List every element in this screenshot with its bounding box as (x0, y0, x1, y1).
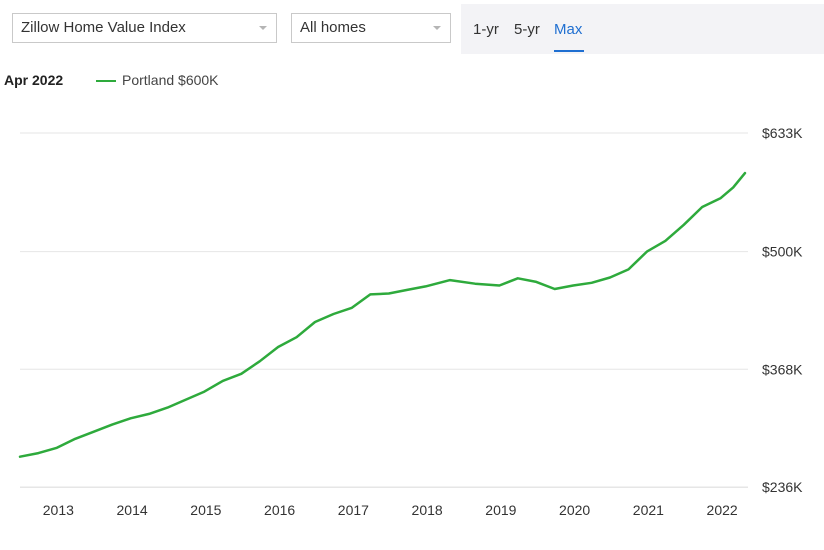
chevron-down-icon (433, 26, 441, 30)
home-type-select-value: All homes (300, 19, 366, 36)
x-tick-label: 2014 (117, 502, 148, 518)
y-tick-label: $500K (762, 244, 803, 260)
x-tick-label: 2021 (633, 502, 664, 518)
tab-1-yr[interactable]: 1-yr (473, 21, 499, 38)
metric-select[interactable]: Zillow Home Value Index (12, 13, 277, 43)
chevron-down-icon (259, 26, 267, 30)
home-type-select[interactable]: All homes (291, 13, 451, 43)
x-tick-label: 2016 (264, 502, 295, 518)
x-tick-label: 2018 (412, 502, 443, 518)
x-tick-label: 2013 (43, 502, 74, 518)
metric-select-value: Zillow Home Value Index (21, 19, 186, 36)
x-tick-label: 2017 (338, 502, 369, 518)
legend-series-label: Portland $600K (122, 72, 219, 88)
y-tick-label: $633K (762, 125, 803, 141)
tab-max[interactable]: Max (554, 21, 583, 38)
series-line-portland[interactable] (18, 171, 747, 458)
y-tick-label: $236K (762, 479, 803, 495)
legend-swatch (96, 80, 116, 82)
x-axis-line (20, 487, 748, 488)
tab-5-yr[interactable]: 5-yr (514, 21, 540, 38)
y-tick-label: $368K (762, 361, 803, 377)
time-range-tabs: 1-yr 5-yr Max (461, 4, 595, 54)
x-tick-label: 2019 (485, 502, 516, 518)
active-tab-indicator (554, 50, 584, 52)
toolbar-background (595, 4, 824, 54)
x-tick-label: 2015 (190, 502, 221, 518)
legend-date: Apr 2022 (4, 72, 64, 88)
line-chart[interactable]: $633K $500K $368K $236K 2013 2014 2015 2016 2017… (0, 100, 824, 530)
chart-toolbar: Zillow Home Value Index All homes 1-yr 5… (0, 0, 824, 54)
x-tick-label: 2022 (707, 502, 738, 518)
x-tick-label: 2020 (559, 502, 590, 518)
